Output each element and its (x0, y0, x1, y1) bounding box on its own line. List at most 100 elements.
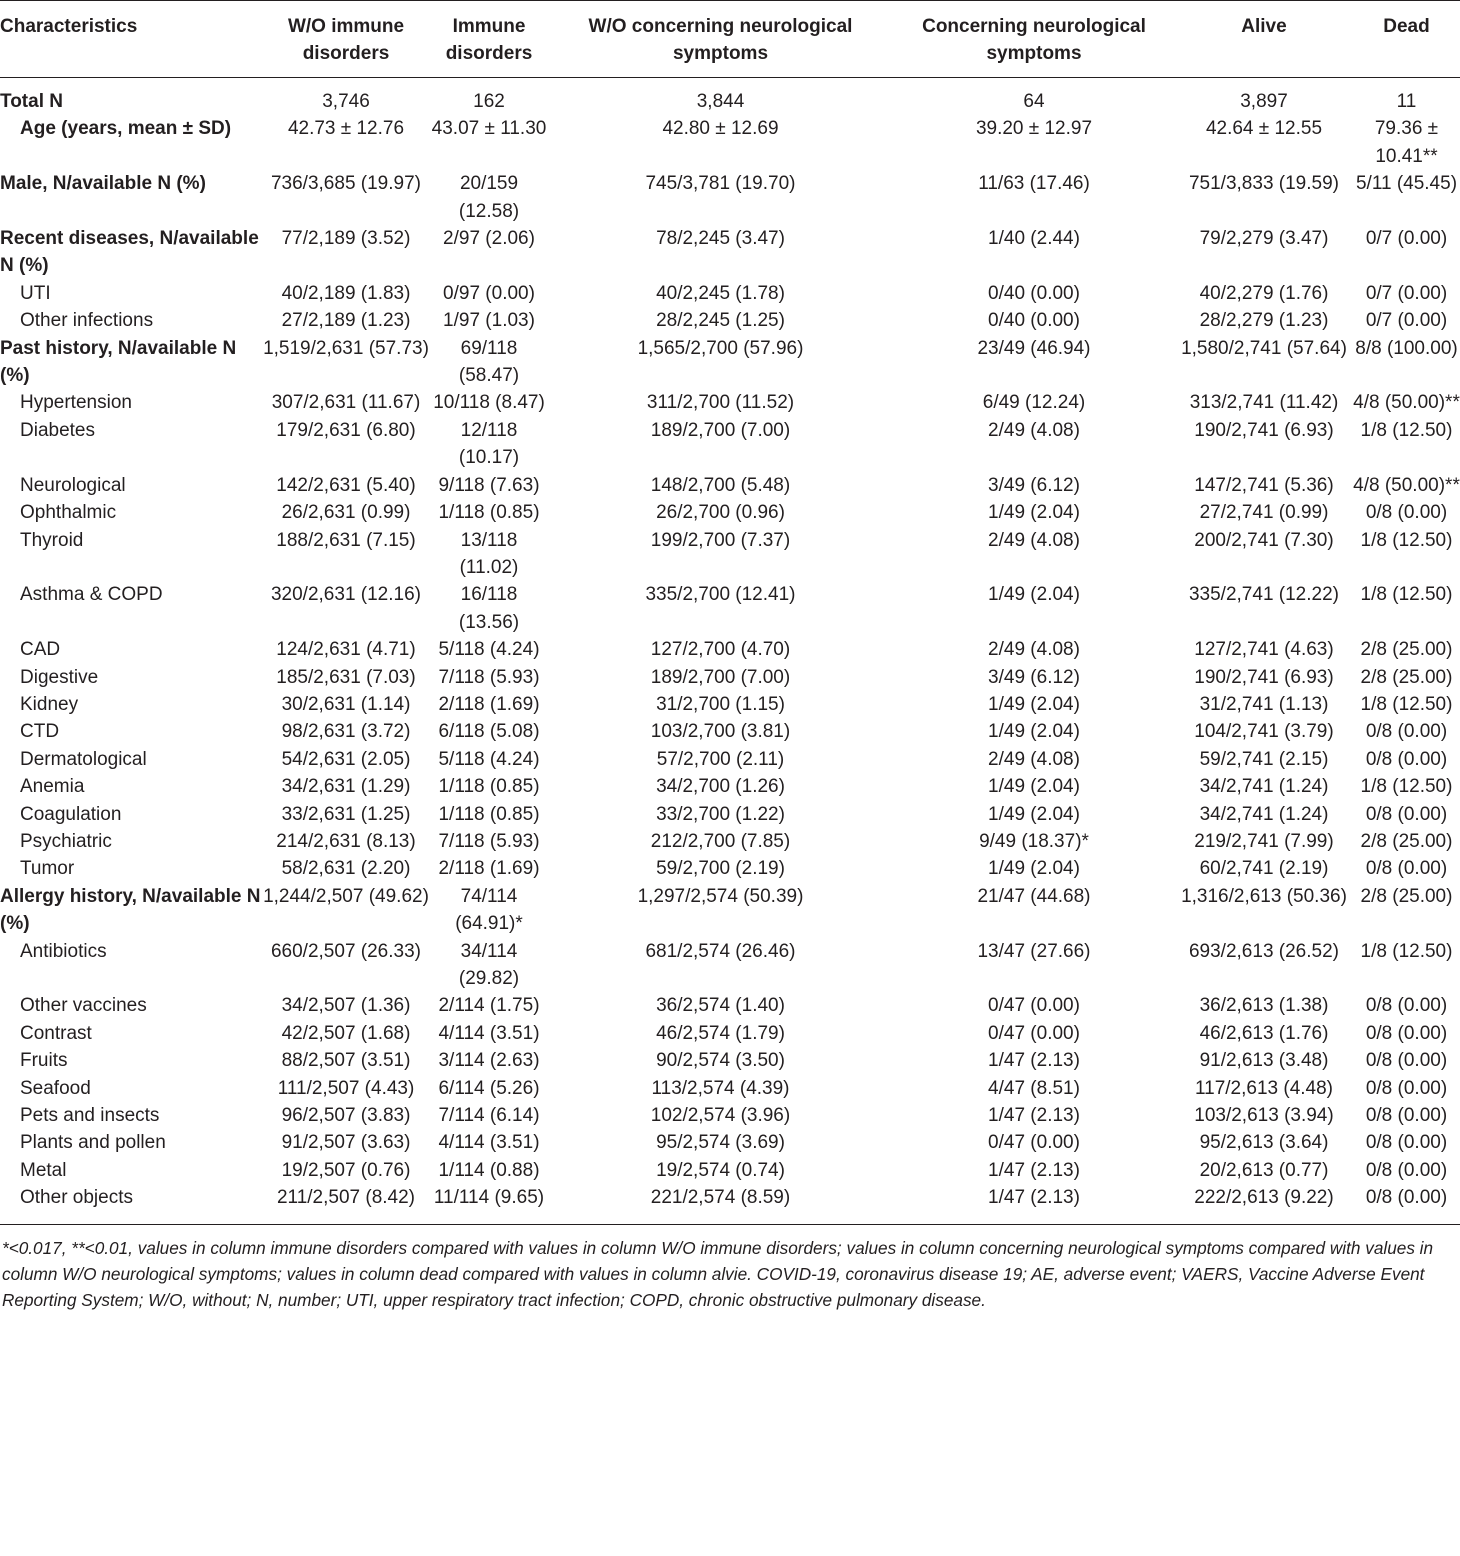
table-cell: 40/2,245 (1.78) (656, 282, 785, 304)
row-label: Age (years, mean ± SD) (20, 118, 232, 140)
column-header: Immune disorders (445, 16, 533, 64)
table-cell: 0/8 (0.00) (1365, 1105, 1448, 1127)
table-cell: 4/8 (50.00)** (1353, 392, 1460, 414)
table-cell: 42.64 ± 12.55 (1205, 118, 1323, 140)
table-cell: 127/2,741 (4.63) (1194, 639, 1334, 661)
column-header: Alive (1241, 16, 1287, 37)
table-cell: 0/8 (0.00) (1365, 721, 1448, 743)
table-cell: 1/97 (1.03) (443, 310, 535, 332)
table-cell: 58/2,631 (2.20) (281, 858, 411, 880)
table-cell: 179/2,631 (6.80) (276, 419, 416, 441)
table-cell: 20/2,613 (0.77) (1199, 1159, 1329, 1181)
table-cell: 2/8 (25.00) (1360, 639, 1453, 661)
table-cell: 79.36 ± 10.41** (1374, 118, 1439, 167)
row-label: Male, N/available N (%) (0, 173, 206, 195)
table-cell: 60/2,741 (2.19) (1199, 858, 1329, 880)
table-cell: 2/49 (4.08) (988, 748, 1080, 770)
table-cell: 46/2,613 (1.76) (1199, 1022, 1329, 1044)
table-cell: 222/2,613 (9.22) (1194, 1187, 1334, 1209)
table-cell: 313/2,741 (11.42) (1189, 392, 1339, 414)
table-row: UTI 40/2,189 (1.83) 0/97 (0.00) 40/2,245 (1… (0, 280, 1460, 307)
table-cell: 335/2,741 (12.22) (1188, 584, 1339, 606)
table-cell: 7/114 (6.14) (438, 1105, 540, 1127)
table-cell: 1,580/2,741 (57.64) (1181, 337, 1347, 359)
table-cell: 1/8 (12.50) (1360, 419, 1453, 441)
table-cell: 0/8 (0.00) (1365, 995, 1448, 1017)
table-cell: 39.20 ± 12.97 (975, 118, 1093, 140)
table-cell: 102/2,574 (3.96) (650, 1105, 791, 1127)
table-cell: 33/2,631 (1.25) (281, 803, 411, 825)
table-cell: 1,316/2,613 (50.36) (1181, 885, 1347, 907)
table-cell: 1,565/2,700 (57.96) (637, 337, 804, 359)
table-cell: 1/49 (2.04) (988, 693, 1080, 715)
table-row: Hypertension 307/2,631 (11.67) 10/118 (8.4… (0, 389, 1460, 416)
table-cell: 27/2,741 (0.99) (1199, 502, 1329, 524)
table-cell: 95/2,574 (3.69) (656, 1132, 785, 1154)
table-cell: 23/49 (46.94) (977, 337, 1091, 359)
table-cell: 3,844 (696, 91, 745, 112)
table-cell: 2/118 (1.69) (438, 858, 540, 880)
table-cell: 3/114 (2.63) (438, 1050, 540, 1072)
row-label: Metal (20, 1159, 67, 1181)
table-cell: 34/2,741 (1.24) (1199, 776, 1329, 798)
row-label: Contrast (20, 1022, 92, 1044)
table-cell: 1,244/2,507 (49.62) (263, 885, 429, 907)
table-cell: 10/118 (8.47) (433, 392, 545, 414)
row-label: Digestive (20, 666, 99, 688)
table-cell: 13/47 (27.66) (977, 940, 1091, 962)
table-cell: 1/49 (2.04) (988, 776, 1080, 798)
table-cell: 311/2,700 (11.52) (646, 392, 795, 414)
table-cell: 124/2,631 (4.71) (276, 639, 416, 661)
table-cell: 1/49 (2.04) (988, 858, 1080, 880)
header-row: Characteristics W/O immune disorders Imm… (0, 0, 1460, 78)
table-cell: 0/8 (0.00) (1365, 858, 1448, 880)
row-label: Recent diseases, N/available N (%) (0, 228, 259, 277)
table-cell: 34/2,741 (1.24) (1199, 803, 1329, 825)
row-label: Other infections (20, 310, 154, 332)
table-cell: 59/2,741 (2.15) (1199, 748, 1329, 770)
characteristics-table: Characteristics W/O immune disorders Imm… (0, 0, 1460, 1225)
table-row: Ophthalmic 26/2,631 (0.99) 1/118 (0.85) 26/… (0, 499, 1460, 526)
row-label: Thyroid (20, 529, 84, 551)
table-cell: 117/2,613 (4.48) (1194, 1077, 1334, 1099)
table-cell: 26/2,631 (0.99) (281, 502, 411, 524)
table-cell: 1,297/2,574 (50.39) (637, 885, 804, 907)
row-label: Allergy history, N/available N (%) (0, 885, 261, 935)
table-cell: 0/8 (0.00) (1365, 1022, 1448, 1044)
table-row: Coagulation 33/2,631 (1.25) 1/118 (0.85) 33… (0, 801, 1460, 828)
table-row: Digestive 185/2,631 (7.03) 7/118 (5.93) 189… (0, 664, 1460, 691)
table-cell: 142/2,631 (5.40) (276, 474, 416, 496)
table-row: Other objects 211/2,507 (8.42) 11/114 (9.6… (0, 1184, 1460, 1225)
table-row: Neurological 142/2,631 (5.40) 9/118 (7.63)… (0, 472, 1460, 499)
table-cell: 199/2,700 (7.37) (650, 529, 791, 551)
table-row: Total N 3,746 162 3,844 64 3,897 11 (0, 78, 1460, 116)
table-cell: 1/47 (2.13) (988, 1105, 1080, 1127)
table-cell: 1/8 (12.50) (1360, 584, 1453, 606)
table-row: Kidney 30/2,631 (1.14) 2/118 (1.69) 31/2,70… (0, 691, 1460, 718)
table-cell: 79/2,279 (3.47) (1199, 228, 1329, 250)
table-cell: 77/2,189 (3.52) (281, 228, 411, 250)
row-label: Hypertension (20, 392, 132, 414)
row-label: Other vaccines (20, 995, 147, 1017)
table-cell: 4/8 (50.00)** (1353, 474, 1460, 496)
table-cell: 1/114 (0.88) (438, 1159, 540, 1181)
table-cell: 5/118 (4.24) (438, 639, 540, 661)
table-cell: 0/47 (0.00) (988, 995, 1080, 1017)
table-cell: 43.07 ± 11.30 (431, 118, 547, 140)
table-cell: 31/2,700 (1.15) (656, 693, 785, 715)
table-cell: 219/2,741 (7.99) (1194, 830, 1334, 852)
table-cell: 6/49 (12.24) (982, 392, 1086, 414)
row-label: UTI (20, 282, 51, 304)
table-cell: 200/2,741 (7.30) (1194, 529, 1334, 551)
table-row: Asthma & COPD 320/2,631 (12.16) 16/118 (13… (0, 581, 1460, 636)
table-cell: 42.73 ± 12.76 (287, 118, 405, 140)
table-cell: 148/2,700 (5.48) (650, 474, 791, 496)
table-cell: 21/47 (44.68) (977, 885, 1091, 907)
table-cell: 113/2,574 (4.39) (651, 1077, 790, 1099)
table-cell: 1/49 (2.04) (988, 584, 1080, 606)
table-cell: 335/2,700 (12.41) (645, 584, 796, 606)
table-cell: 26/2,700 (0.96) (656, 502, 785, 524)
table-cell: 1/8 (12.50) (1360, 776, 1453, 798)
table-cell: 0/97 (0.00) (443, 282, 535, 304)
table-cell: 2/118 (1.69) (438, 693, 540, 715)
